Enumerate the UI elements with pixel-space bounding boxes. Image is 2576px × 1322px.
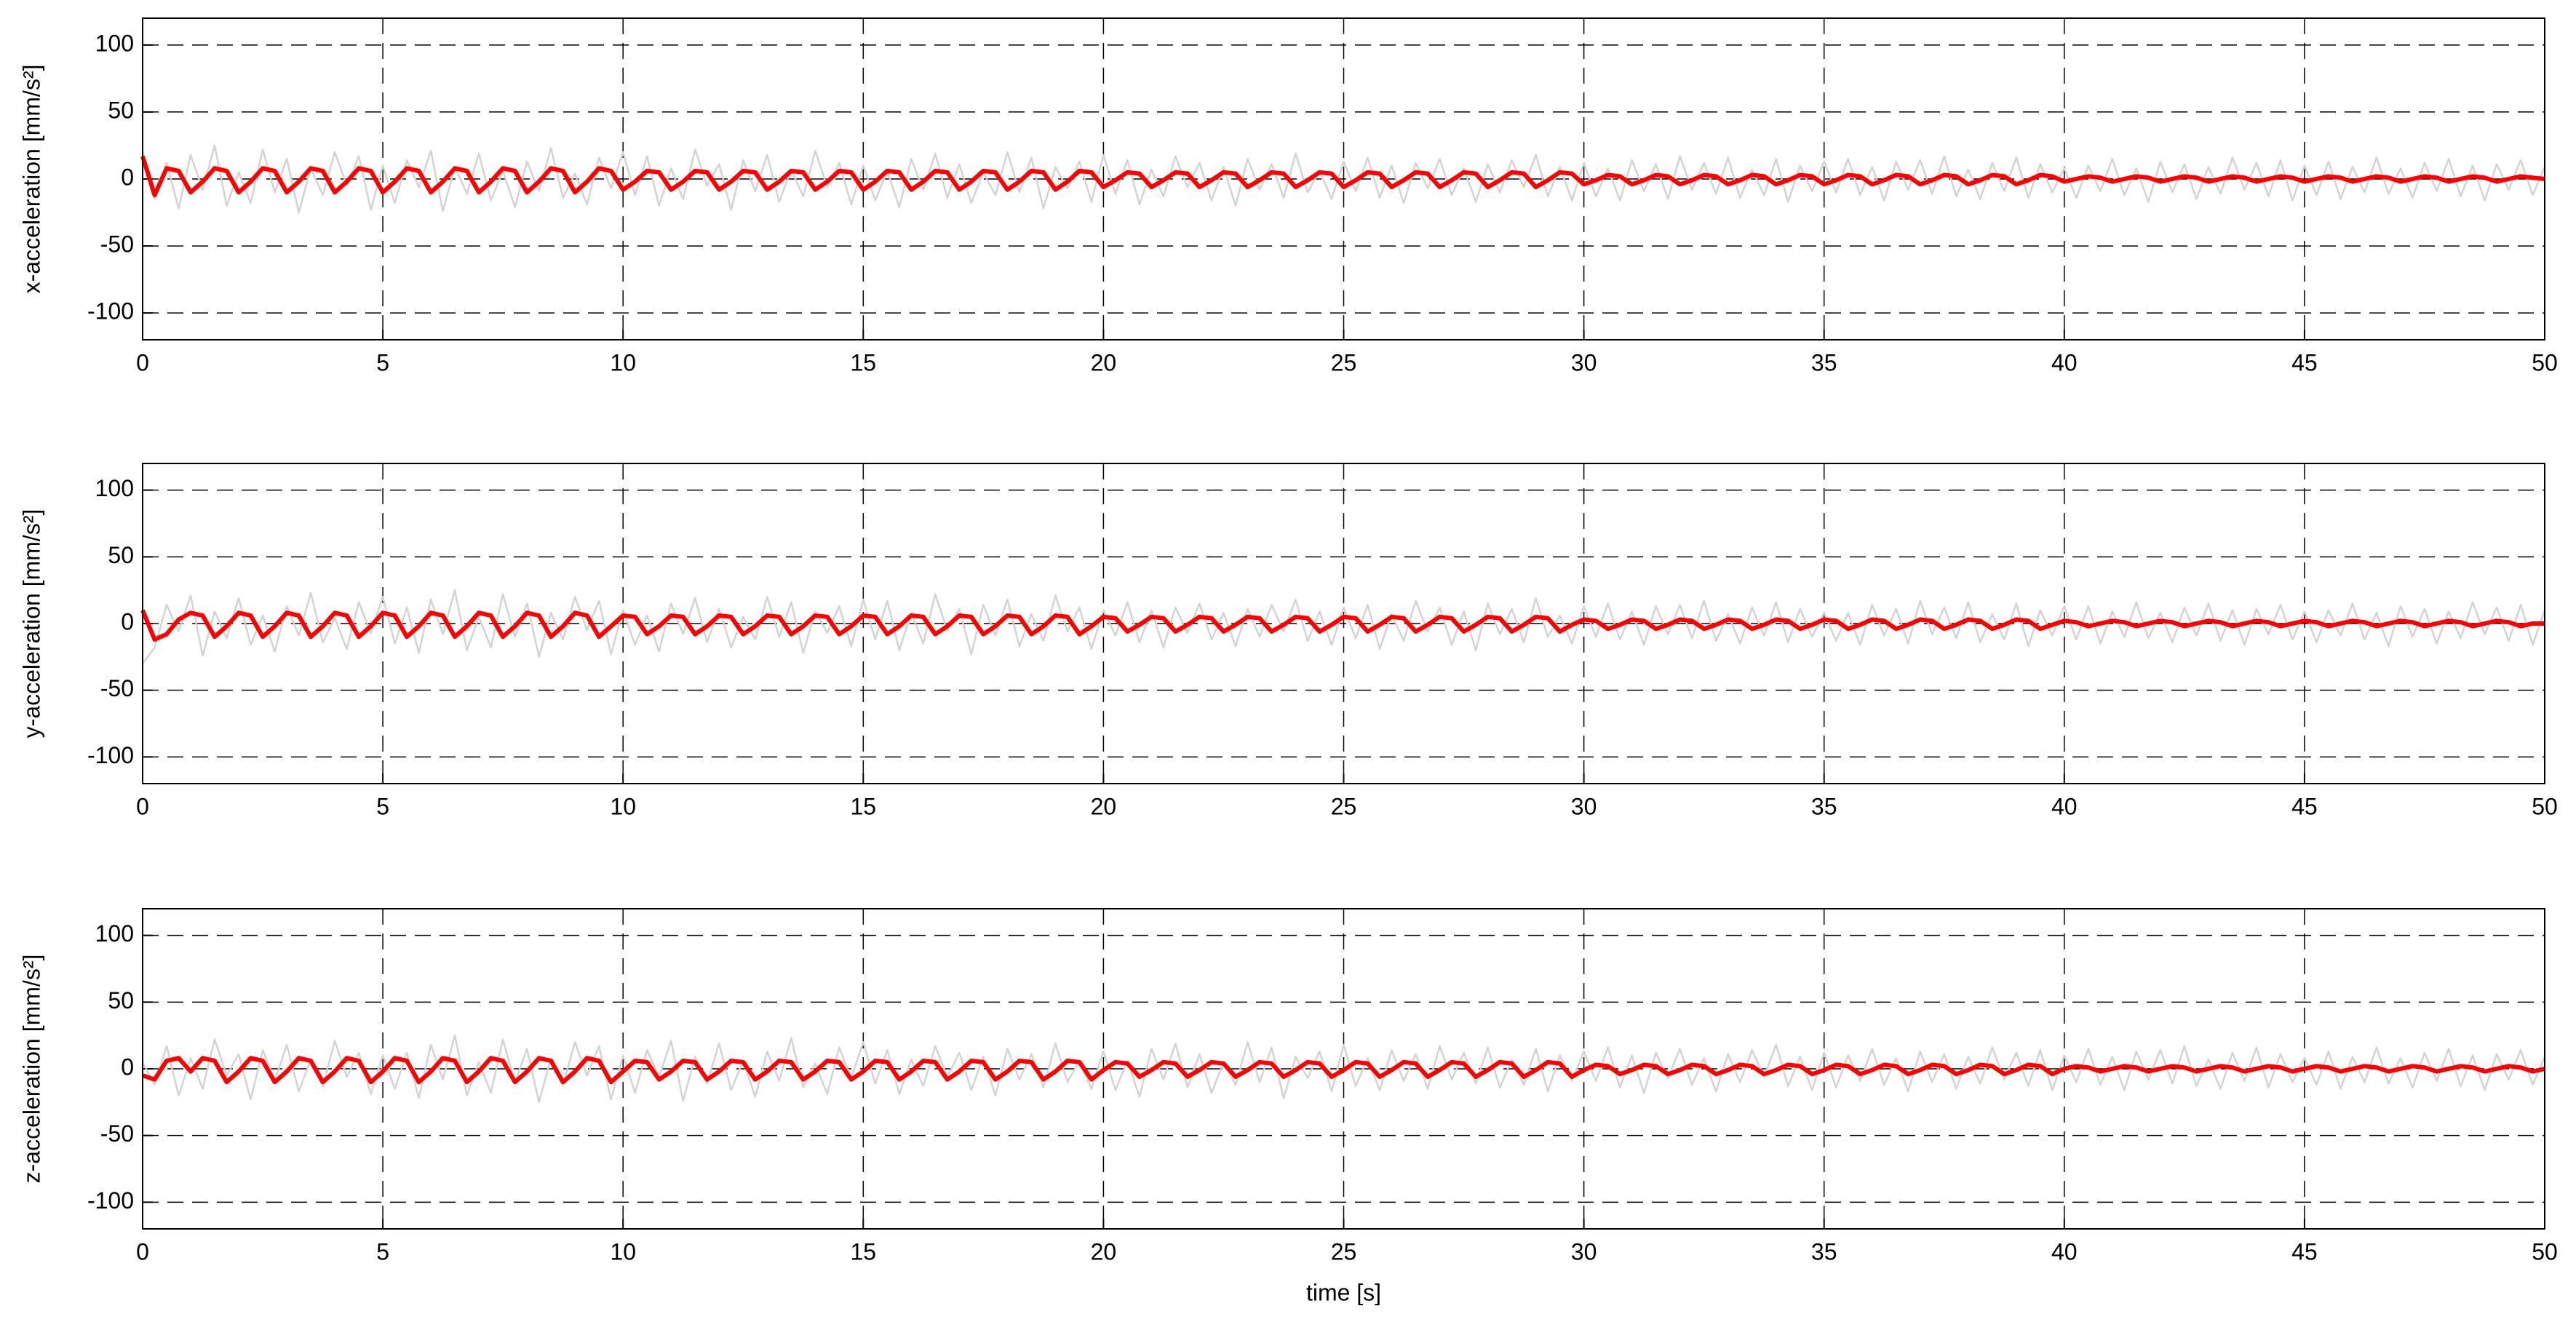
x-tick-label: 30 — [1571, 1238, 1597, 1265]
axes-frame — [142, 17, 2545, 341]
x-tick-label: 15 — [851, 349, 877, 375]
x-tick-label: 5 — [376, 1238, 389, 1265]
x-tick-label: 20 — [1091, 1238, 1117, 1265]
series-line — [140, 609, 2545, 642]
y-tick-label: -50 — [100, 675, 134, 701]
x-tick-label: 35 — [1811, 793, 1837, 819]
x-tick-label: 10 — [610, 349, 636, 375]
x-tick-label: 25 — [1331, 349, 1357, 375]
y-tick-label: -100 — [87, 742, 134, 768]
x-tick-label: 15 — [851, 1238, 877, 1265]
x-tick-label: 0 — [136, 1238, 149, 1265]
x-tick-label: 50 — [2532, 793, 2558, 819]
x-tick-label: 30 — [1571, 349, 1597, 375]
x-tick-label: 30 — [1571, 793, 1597, 819]
x-tick-label: 40 — [2051, 793, 2078, 819]
y-tick-label: -50 — [100, 231, 134, 258]
x-axis-label: time [s] — [1306, 1279, 1381, 1305]
y-tick-label: -100 — [87, 298, 134, 324]
y-tick-label: 50 — [108, 987, 134, 1014]
y-tick-label: -50 — [100, 1120, 134, 1147]
y-axis-label: x-acceleration [mm/s²] — [18, 65, 44, 294]
x-tick-label: 35 — [1811, 1238, 1837, 1265]
x-tick-label: 50 — [2532, 349, 2558, 375]
axes-frame — [142, 908, 2545, 1230]
series-line — [142, 1056, 2545, 1085]
y-axis-label: z-acceleration [mm/s²] — [18, 955, 44, 1184]
x-tick-label: 45 — [2291, 793, 2318, 819]
x-tick-label: 5 — [376, 349, 389, 375]
series-line — [140, 155, 2545, 198]
y-tick-label: 100 — [95, 30, 134, 56]
x-tick-label: 35 — [1811, 349, 1837, 375]
y-tick-label: 0 — [121, 608, 134, 634]
x-tick-label: 40 — [2051, 1238, 2078, 1265]
x-tick-label: 15 — [851, 793, 877, 819]
x-tick-label: 45 — [2291, 1238, 2318, 1265]
axes-frame — [142, 463, 2545, 784]
x-tick-label: 20 — [1091, 793, 1117, 819]
y-tick-label: 0 — [121, 1054, 134, 1080]
y-tick-label: -100 — [87, 1187, 134, 1214]
x-tick-label: 40 — [2051, 349, 2078, 375]
y-axis-label: y-acceleration [mm/s²] — [18, 509, 44, 738]
y-tick-label: 0 — [121, 164, 134, 190]
x-tick-label: 10 — [610, 1238, 636, 1265]
y-tick-label: 50 — [108, 542, 134, 568]
x-tick-label: 0 — [136, 349, 149, 375]
y-tick-label: 50 — [108, 97, 134, 123]
x-tick-label: 5 — [376, 793, 389, 819]
x-tick-label: 0 — [136, 793, 149, 819]
x-tick-label: 20 — [1091, 349, 1117, 375]
x-tick-label: 45 — [2291, 349, 2318, 375]
x-tick-label: 10 — [610, 793, 636, 819]
y-tick-label: 100 — [95, 920, 134, 947]
y-tick-label: 100 — [95, 475, 134, 501]
x-tick-label: 50 — [2532, 1238, 2558, 1265]
x-tick-label: 25 — [1331, 1238, 1357, 1265]
x-tick-label: 25 — [1331, 793, 1357, 819]
